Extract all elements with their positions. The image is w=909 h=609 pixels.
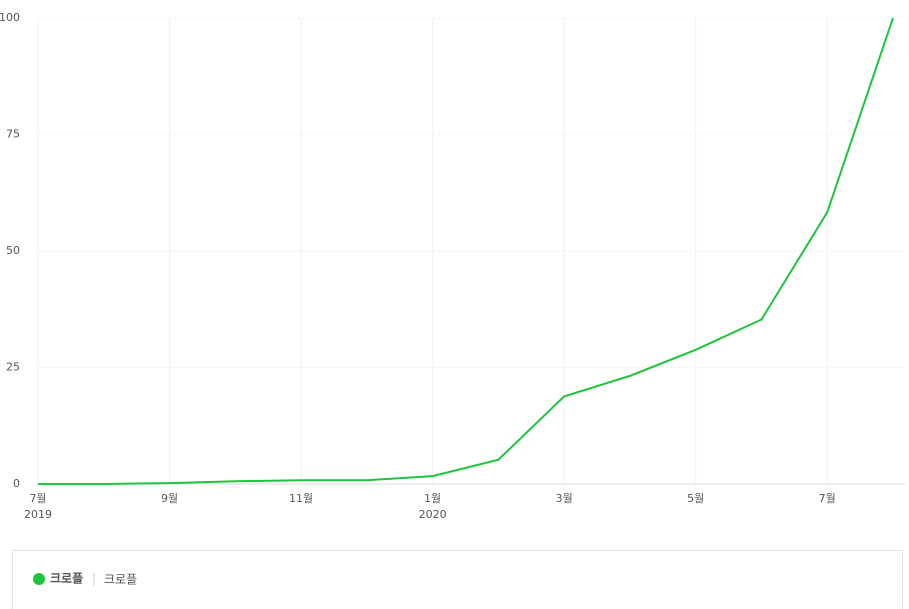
x-tick-label: 7월 xyxy=(819,492,836,505)
y-tick-label: 100 xyxy=(0,11,20,24)
x-tick-label: 1월 xyxy=(424,492,441,505)
legend-keyword: 크로플 xyxy=(104,573,137,587)
x-tick-label: 11월 xyxy=(289,492,313,505)
x-tick-label: 5월 xyxy=(687,492,704,505)
line-series xyxy=(38,17,894,485)
y-tick-label: 0 xyxy=(13,477,20,490)
legend-label: 크로플 xyxy=(50,571,83,586)
y-tick-label: 25 xyxy=(6,361,20,374)
x-tick-label: 7월 xyxy=(29,492,46,505)
x-tick-label: 3월 xyxy=(556,492,573,505)
y-tick-label: 50 xyxy=(6,244,20,257)
x-year-label: 2019 xyxy=(24,508,52,521)
x-tick-label: 9월 xyxy=(161,492,178,505)
x-year-label: 2020 xyxy=(419,508,447,521)
legend-box xyxy=(12,550,903,609)
legend-marker xyxy=(33,573,45,585)
y-tick-label: 75 xyxy=(6,128,20,141)
